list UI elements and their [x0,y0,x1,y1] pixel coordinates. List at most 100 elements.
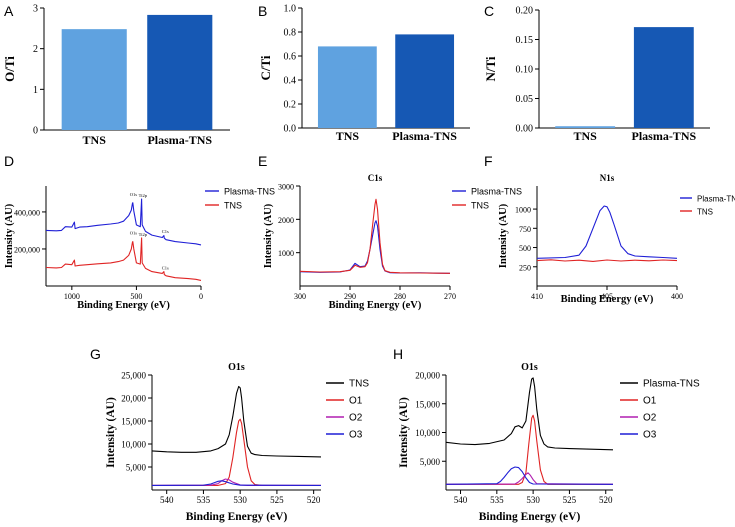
panel-e-legend-label: TNS [471,201,489,211]
panel-label-e: E [258,153,267,169]
panel-d-xtick-label: 1000 [64,292,80,301]
panel-b-ytick-label: 0.6 [284,52,297,63]
panel-f-ylabel: Intensity (AU) [498,203,509,268]
panel-f-ytick-label: 250 [519,263,531,272]
panel-h-legend-label: O1 [643,396,657,407]
panel-h-ytick-label: 10,000 [415,428,440,438]
panel-g-ytick-label: 5,000 [126,463,147,473]
panel-h-series-plasma-tns [445,377,614,451]
panel-g-series-o1 [152,418,321,486]
panel-e-xlabel: Binding Energy (eV) [329,300,422,311]
panel-g-series-o3 [151,480,322,486]
panel-a-ylabel: O/Ti [2,56,17,82]
panel-f-xtick-label: 405 [601,292,613,301]
panel-b-ytick-label: 0.2 [284,100,297,111]
panel-g-legend-label: O3 [349,430,363,441]
panel-h-series-o2 [445,472,614,485]
panel-e-ylabel: Intensity (AU) [263,203,274,268]
panel-e-legend-label: Plasma-TNS [471,187,522,197]
panel-b-category-label: TNS [336,129,360,143]
panel-e-series-plasma-tns [299,220,451,274]
panel-g-xlabel: Binding Energy (eV) [186,511,288,523]
panel-e-ytick-label: 1000 [278,249,294,258]
panel-c-bar-tns [555,126,616,128]
panel-f-ytick-label: 1000 [515,206,531,215]
panel-b-ytick-label: 0.0 [284,124,297,135]
panel-h-legend-label: O3 [643,430,657,441]
panel-g-xtick-label: 535 [197,495,211,505]
panel-d-peak-annotation: C1s [162,229,169,234]
panel-c-bar-plasma-tns [633,27,694,128]
panel-g-title: O1s [228,362,245,373]
panel-e-xtick-label: 290 [344,292,356,301]
panel-d-ylabel: Intensity (AU) [4,203,15,268]
panel-g-series-tns [151,385,322,458]
panel-b-bar-tns [317,46,377,128]
panel-d-peak-annotation: O1s [130,192,137,197]
panel-f-ytick-label: 750 [519,225,531,234]
panel-b-bar-plasma-tns [395,34,455,128]
panel-label-a: A [4,3,14,19]
panel-h-series-o3 [445,466,614,485]
panel-g-legend-label: TNS [349,379,369,390]
panel-d-peak-annotation: Ti2p [139,193,148,198]
panel-a-ytick-label: 2 [33,44,38,55]
panel-f-series-tns [536,259,678,262]
panel-a-bar-tns [61,29,127,130]
panel-a-category-label: Plasma-TNS [147,133,212,147]
panel-b-ytick-label: 0.4 [284,76,297,87]
panel-e-xtick-label: 270 [444,292,456,301]
panel-e-xtick-label: 280 [394,292,406,301]
panel-h-xtick-label: 530 [526,495,540,505]
panel-label-g: G [90,346,101,362]
panel-d-ytick-label: 400,000 [14,208,40,217]
panel-label-c: C [484,3,494,19]
panel-f-title: N1s [600,173,615,183]
panel-h-xlabel: Binding Energy (eV) [479,511,581,523]
panel-d-peak-annotation: O1s [130,231,137,236]
panel-c-ytick-label: 0.05 [516,94,534,105]
panel-h-series-o1 [446,414,613,485]
panel-h-ylabel: Intensity (AU) [398,397,410,468]
panel-e-ytick-label: 2000 [278,216,294,225]
panel-g-xtick-label: 540 [160,495,174,505]
panel-h-ytick-label: 15,000 [415,399,440,409]
panel-g-legend-label: O1 [349,396,363,407]
panel-f-xtick-label: 410 [531,292,543,301]
panel-e-xtick-label: 300 [294,292,306,301]
panel-g-ytick-label: 15,000 [121,417,146,427]
panel-d-xtick-label: 500 [130,292,142,301]
panel-label-f: F [484,153,493,169]
panel-d-peak-annotation: Ti2p [139,232,148,237]
panel-f-legend-label: Plasma-TNS [697,195,735,204]
panel-a-ytick-label: 0 [33,126,38,137]
panel-d-series-plasma-tns [45,198,202,246]
panel-label-b: B [258,3,267,19]
panel-h-legend-label: O2 [643,413,657,424]
panel-d-ytick-label: 200,000 [14,245,40,254]
panel-a-bar-plasma-tns [147,14,213,131]
panel-g-ytick-label: 25,000 [121,371,146,381]
panel-g-ytick-label: 10,000 [121,440,146,450]
panel-h-xtick-label: 525 [563,495,577,505]
panel-d-legend-label: Plasma-TNS [224,187,275,197]
panel-a-ytick-label: 1 [33,85,38,96]
panel-g-xtick-label: 525 [270,495,284,505]
panel-label-h: H [393,346,403,362]
panel-h-ytick-label: 20,000 [415,371,440,381]
panel-g-xtick-label: 530 [233,495,247,505]
panel-d-xtick-label: 0 [199,292,203,301]
panel-g-ylabel: Intensity (AU) [105,397,117,468]
panel-d-series-tns [45,237,202,281]
panel-c-ylabel: N/Ti [483,56,498,81]
panel-e-title: C1s [368,173,383,183]
panel-d-peak-annotation: C1s [162,265,169,270]
panel-g-ytick-label: 20,000 [121,394,146,404]
panel-f-xlabel: Binding Energy (eV) [561,294,654,305]
panel-c-category-label: Plasma-TNS [631,129,696,143]
panel-c-ytick-label: 0.20 [516,6,534,17]
panel-b-category-label: Plasma-TNS [392,129,457,143]
panel-a-category-label: TNS [83,133,107,147]
panel-c-category-label: TNS [573,129,597,143]
